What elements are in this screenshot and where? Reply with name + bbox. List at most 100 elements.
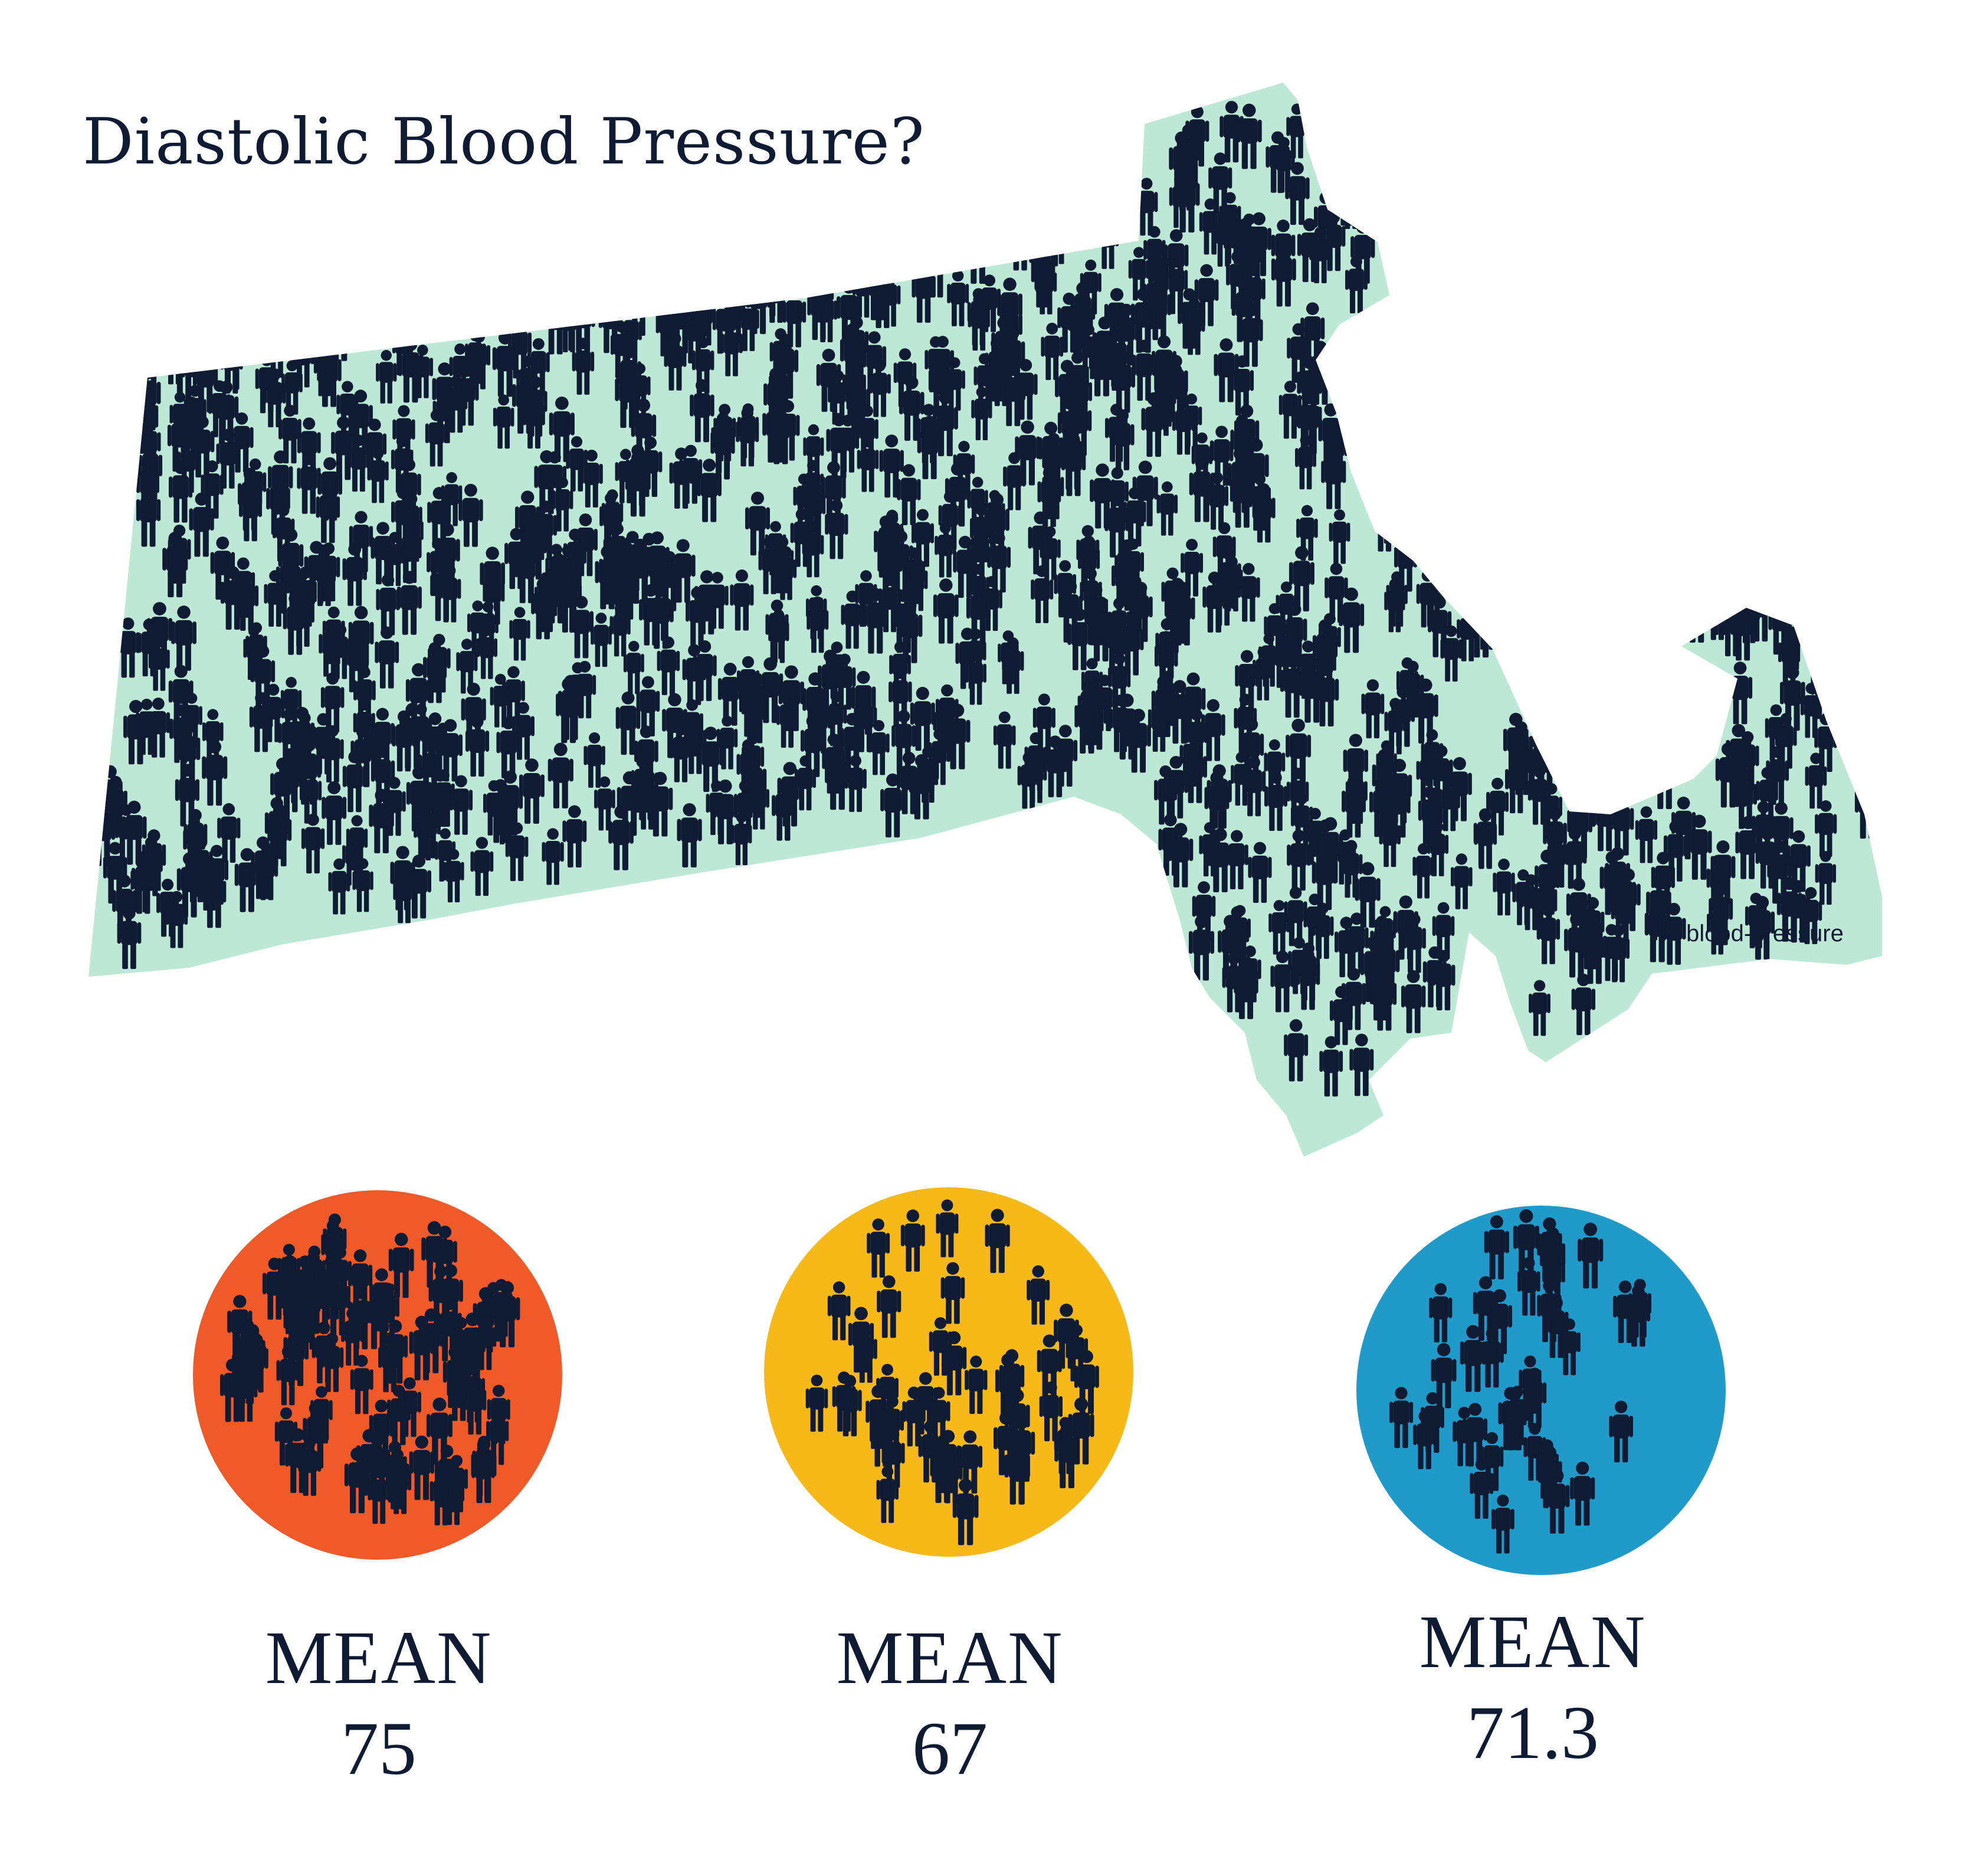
person-icon	[1230, 464, 1255, 528]
person-icon	[857, 436, 879, 492]
mean-label: MEAN	[836, 1616, 1064, 1700]
person-icon	[1111, 351, 1136, 413]
person-icon	[1035, 258, 1057, 315]
person-icon	[458, 483, 483, 547]
person-icon	[1379, 487, 1401, 544]
person-icon	[1183, 298, 1205, 355]
person-icon	[669, 723, 693, 783]
person-icon	[775, 546, 797, 600]
person-icon	[965, 650, 986, 705]
person-icon	[623, 640, 644, 695]
person-icon	[476, 625, 497, 679]
person-icon	[1314, 663, 1339, 726]
person-icon	[697, 459, 722, 522]
map-label: blood-pressure	[1686, 921, 1844, 947]
person-icon	[1237, 562, 1260, 622]
person-icon	[1201, 699, 1225, 761]
person-icon	[580, 449, 603, 508]
person-icon	[173, 312, 199, 378]
person-icon	[123, 699, 149, 765]
person-icon	[168, 461, 193, 523]
person-icon	[189, 492, 214, 557]
person-icon	[210, 536, 235, 600]
person-icon	[768, 400, 794, 464]
mean-value: 67	[912, 1707, 988, 1790]
person-icon	[1297, 391, 1322, 454]
person-icon	[572, 338, 595, 395]
person-icon	[1336, 165, 1359, 226]
person-icon	[625, 451, 651, 517]
person-icon	[1031, 565, 1054, 623]
person-icon	[664, 332, 687, 391]
mean-value: 75	[341, 1707, 417, 1790]
person-icon	[615, 691, 641, 755]
person-icon	[171, 605, 196, 671]
person-icon	[1726, 555, 1750, 617]
person-icon	[917, 415, 942, 480]
person-icon	[945, 703, 971, 770]
person-icon	[862, 331, 887, 392]
person-icon	[686, 587, 709, 646]
person-icon	[531, 578, 555, 640]
person-icon	[879, 434, 904, 498]
person-icon	[556, 273, 577, 328]
person-icon	[1089, 330, 1115, 397]
person-icon	[648, 584, 674, 649]
person-icon	[1088, 596, 1114, 662]
person-icon	[312, 546, 336, 607]
person-icon	[1339, 587, 1365, 653]
person-icon	[1814, 713, 1837, 772]
person-icon	[146, 698, 171, 758]
person-icon	[947, 270, 969, 326]
person-icon	[1206, 472, 1229, 530]
person-icon	[776, 692, 798, 748]
person-icon	[889, 666, 912, 727]
person-icon	[1156, 481, 1178, 536]
person-icon	[910, 686, 935, 751]
person-icon	[966, 581, 991, 644]
person-icon	[456, 639, 478, 694]
person-icon	[1287, 323, 1310, 383]
person-icon	[591, 613, 612, 667]
person-icon	[802, 521, 824, 578]
person-icon	[1361, 679, 1385, 739]
person-icon	[899, 376, 925, 441]
person-icon	[1061, 433, 1086, 496]
person-icon	[523, 391, 545, 449]
person-icon	[493, 394, 514, 449]
person-icon	[971, 387, 992, 441]
person-icon	[736, 407, 759, 467]
person-icon	[683, 306, 706, 364]
mean-label: MEAN	[265, 1616, 493, 1700]
person-icon	[826, 412, 852, 479]
person-icon	[1141, 392, 1166, 457]
person-icon	[342, 542, 367, 606]
person-icon	[1110, 409, 1135, 470]
person-icon	[1778, 628, 1801, 686]
person-icon	[1329, 509, 1350, 564]
page-title: Diastolic Blood Pressure?	[83, 105, 925, 179]
person-icon	[1001, 363, 1026, 427]
person-icon	[264, 570, 286, 627]
person-icon	[263, 369, 286, 428]
person-icon	[148, 636, 170, 691]
person-icon	[376, 349, 397, 404]
person-icon	[1384, 578, 1405, 633]
person-icon	[953, 535, 978, 598]
person-icon	[281, 360, 303, 415]
person-icon	[1285, 162, 1310, 225]
person-icon	[1172, 396, 1195, 455]
person-icon	[716, 715, 738, 770]
person-icon	[745, 492, 770, 556]
person-icon	[825, 499, 848, 559]
person-icon	[720, 319, 743, 376]
map-crowd	[90, 100, 1880, 1097]
person-icon	[1252, 483, 1276, 543]
person-icon	[375, 626, 399, 689]
person-icon	[1202, 571, 1227, 633]
person-icon	[438, 564, 461, 623]
person-icon	[465, 715, 490, 777]
person-icon	[682, 644, 706, 705]
person-icon	[509, 607, 530, 661]
